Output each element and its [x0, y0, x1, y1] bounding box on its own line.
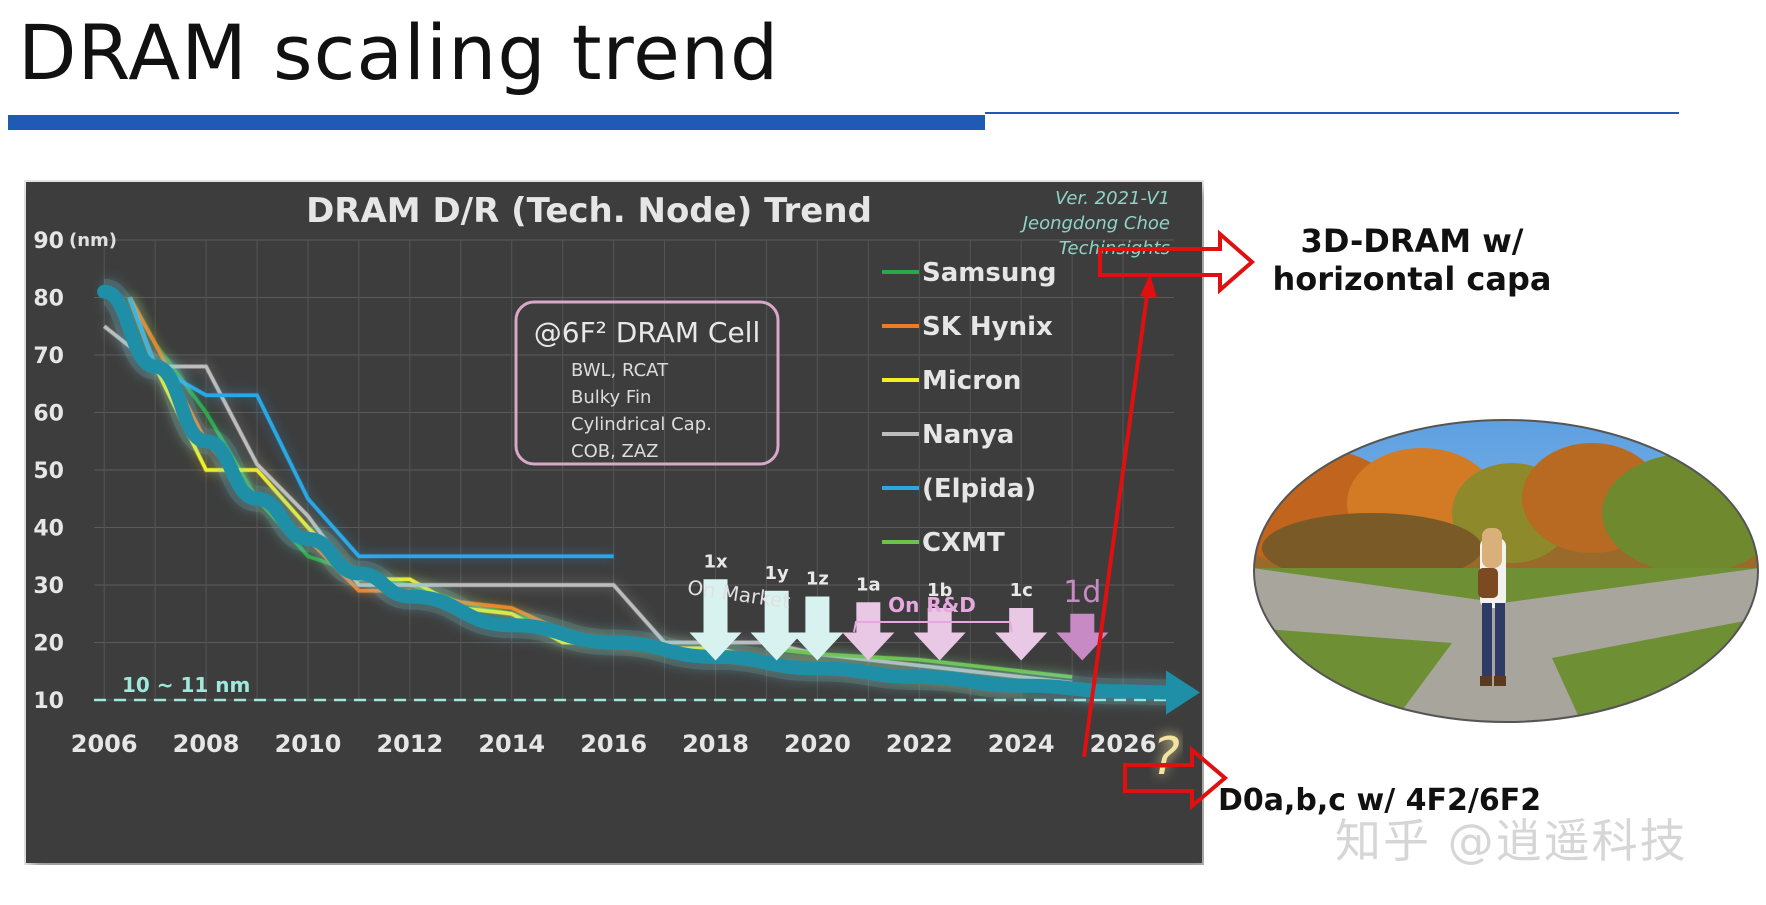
reference-line-label: 10 ~ 11 nm	[122, 673, 250, 697]
y-tick-label: 40	[33, 517, 64, 542]
node-arrow	[1056, 613, 1109, 661]
node-label: 1c	[1010, 580, 1033, 601]
x-tick-label: 2020	[784, 730, 851, 758]
node-arrow	[995, 608, 1048, 661]
legend-entry: (Elpida)	[922, 474, 1036, 504]
series-line	[128, 296, 614, 558]
trend-arrowhead	[1166, 670, 1200, 715]
red-arrowhead	[1140, 274, 1157, 298]
cell-box-line: COB, ZAZ	[571, 441, 659, 462]
node-arrow	[842, 602, 895, 661]
chart-panel: 10 ~ 11 nm 1x 1y 1z 1a 1b 1c 1d 10 20 30 40 50 60 70…	[24, 180, 1204, 865]
slide-title: DRAM scaling trend	[18, 8, 780, 97]
y-axis-unit: (nm)	[69, 230, 117, 251]
x-tick-label: 2022	[886, 730, 953, 758]
block-arrow-bottom[interactable]	[1123, 745, 1229, 811]
y-tick-label: 70	[33, 344, 64, 369]
node-label: 1a	[856, 574, 881, 595]
chart-svg: 10 ~ 11 nm 1x 1y 1z 1a 1b 1c 1d 10 20 30 40 50 60 70…	[24, 180, 1204, 865]
node-label: 1x	[703, 551, 728, 572]
label-3d-dram-line1: 3D-DRAM w/	[1300, 222, 1524, 260]
node-label: 1b	[927, 580, 953, 601]
x-tick-label: 2018	[682, 730, 749, 758]
on-rd-bracket	[853, 621, 1013, 633]
legend-entry: Nanya	[922, 420, 1014, 450]
legend-entry: SK Hynix	[922, 312, 1053, 342]
label-3d-dram-line2: horizontal capa	[1272, 260, 1552, 298]
x-tick-label: 2026	[1090, 730, 1157, 758]
x-tick-label: 2008	[173, 730, 240, 758]
question-mark: ?	[1152, 727, 1180, 787]
node-arrow	[689, 579, 742, 661]
credit-version: Ver. 2021-V1	[1055, 188, 1170, 209]
red-arrow-line	[1082, 287, 1150, 758]
group-label-on-rd: On R&D	[888, 593, 976, 617]
credit-author: Jeongdong Choe	[1020, 213, 1170, 234]
y-tick-label: 50	[33, 459, 64, 484]
label-d0-cells: D0a,b,c w/ 4F2/6F2	[1218, 783, 1542, 818]
y-tick-label: 30	[33, 574, 64, 599]
chart-title: DRAM D/R (Tech. Node) Trend	[306, 191, 872, 231]
y-tick-label: 20	[33, 632, 64, 657]
x-tick-label: 2012	[376, 730, 443, 758]
node-arrow	[913, 608, 966, 661]
legend: Samsung SK Hynix Micron Nanya (Elpida) CXMT	[882, 258, 1056, 558]
legend-entry: CXMT	[922, 528, 1005, 558]
x-tick-label: 2010	[275, 730, 342, 758]
y-tick-label: 10	[33, 689, 64, 714]
legend-entry: Samsung	[922, 258, 1056, 288]
x-tick-label: 2024	[988, 730, 1055, 758]
x-tick-label: 2006	[71, 730, 138, 758]
label-3d-dram: 3D-DRAM w/ horizontal capa	[1262, 222, 1562, 298]
cell-box-heading: @6F² DRAM Cell	[534, 316, 760, 349]
title-underline-thick	[8, 115, 985, 130]
y-tick-label: 90	[33, 229, 64, 254]
watermark: 知乎 @逍遥科技	[1335, 814, 1688, 868]
node-arrow	[750, 590, 803, 661]
block-arrow-top[interactable]	[1098, 229, 1256, 295]
cell-box-line: Cylindrical Cap.	[571, 414, 712, 435]
x-tick-label: 2016	[580, 730, 647, 758]
title-underline-thin	[985, 112, 1679, 114]
node-label: 1z	[806, 569, 829, 590]
cell-box-frame	[514, 300, 780, 466]
y-tick-label: 80	[33, 287, 64, 312]
node-arrow	[791, 596, 844, 661]
cell-box-line: BWL, RCAT	[571, 360, 669, 381]
cell-box-line: Bulky Fin	[571, 387, 651, 408]
node-label: 1y	[765, 563, 790, 584]
y-tick-label: 60	[33, 402, 64, 427]
x-tick-label: 2014	[478, 730, 545, 758]
crossroads-photo	[1253, 419, 1759, 723]
cell-box: @6F² DRAM Cell BWL, RCAT Bulky Fin Cylin…	[514, 300, 780, 466]
legend-entry: Micron	[922, 366, 1021, 396]
node-label: 1d	[1063, 575, 1101, 610]
trend-arrow-line	[97, 284, 1181, 700]
